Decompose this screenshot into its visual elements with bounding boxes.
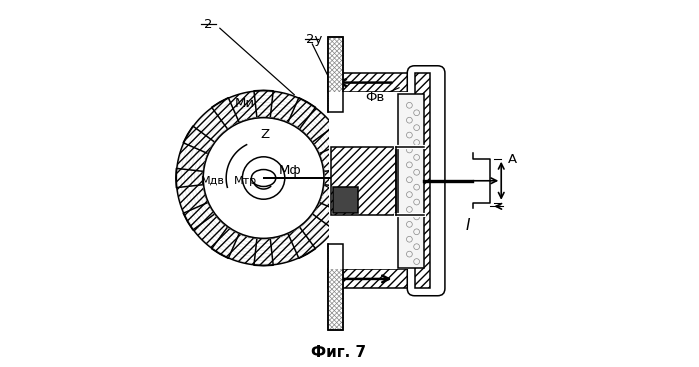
Bar: [333, 187, 358, 213]
Bar: [329, 92, 415, 269]
Bar: [331, 147, 396, 215]
Bar: [328, 244, 343, 330]
FancyBboxPatch shape: [408, 66, 445, 296]
Bar: [329, 269, 415, 288]
Text: Мтр: Мтр: [234, 175, 257, 186]
Bar: [398, 94, 424, 268]
Text: Z: Z: [260, 128, 269, 141]
Text: 2: 2: [205, 18, 213, 31]
Bar: [328, 244, 343, 330]
Circle shape: [203, 118, 324, 239]
Polygon shape: [176, 90, 352, 266]
Bar: [328, 37, 343, 112]
Text: A: A: [507, 153, 517, 166]
Bar: [329, 73, 415, 92]
Text: I: I: [466, 218, 470, 233]
Text: Мф: Мф: [278, 164, 301, 177]
Text: Фиг. 7: Фиг. 7: [311, 345, 366, 360]
Bar: [328, 37, 343, 112]
Text: Фв: Фв: [366, 91, 384, 104]
Text: Ми: Ми: [236, 97, 255, 110]
Bar: [415, 73, 431, 288]
Text: Мдв: Мдв: [201, 175, 224, 186]
Circle shape: [243, 157, 284, 199]
Text: 2у: 2у: [306, 33, 323, 46]
